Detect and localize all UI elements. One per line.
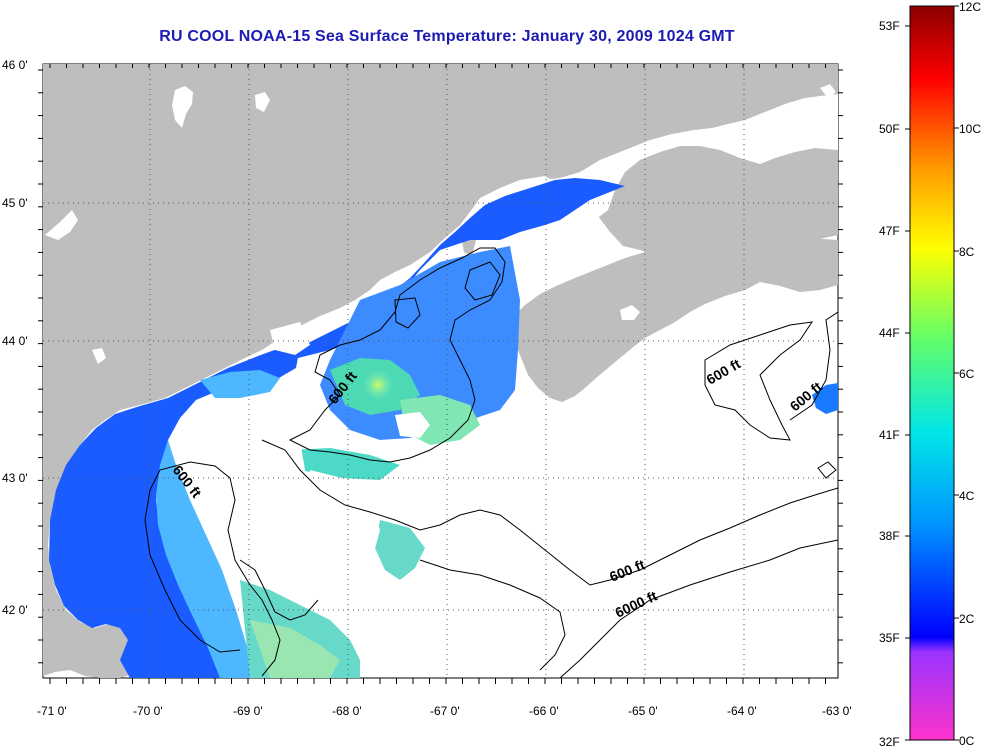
lon-tick-label: -71 0' <box>37 704 67 718</box>
colorbar-gradient <box>909 5 955 741</box>
colorbar-label-f: 32F <box>879 735 900 749</box>
colorbar-label-c: 10C <box>959 122 981 136</box>
colorbar-label-c: 2C <box>959 612 975 626</box>
lon-axis: -71 0' -70 0' -69 0' -68 0' -67 0' -66 0… <box>37 704 852 718</box>
colorbar-label-f: 50F <box>879 122 900 136</box>
map-frame <box>38 63 843 684</box>
lat-tick-label: 43 0' <box>2 471 28 485</box>
land-mainland <box>43 64 838 678</box>
bathymetry-contours <box>144 247 838 678</box>
lat-axis: 46 0' 45 0' 44 0' 43 0' 42 0' <box>2 58 28 617</box>
colorbar-label-c: 0C <box>959 734 975 748</box>
land-pei <box>655 140 770 172</box>
land-cape-breton <box>760 155 838 232</box>
colorbar-label-c: 6C <box>959 367 975 381</box>
colorbar-label-f: 47F <box>879 224 900 238</box>
lat-tick-label: 45 0' <box>2 196 28 210</box>
lon-tick-label: -69 0' <box>233 704 263 718</box>
colorbar-label-f: 41F <box>879 428 900 442</box>
colorbar-label-c: 4C <box>959 489 975 503</box>
colorbar-label-f: 38F <box>879 529 900 543</box>
colorbar-label-f: 53F <box>879 19 900 33</box>
colorbar-label-c: 12C <box>959 0 981 14</box>
lon-tick-label: -68 0' <box>332 704 362 718</box>
map-title: RU COOL NOAA-15 Sea Surface Temperature:… <box>159 28 735 45</box>
lon-tick-label: -63 0' <box>822 704 852 718</box>
colorbar: 53F 50F 47F 44F 41F 38F 35F 32F 12C 10C … <box>879 0 981 749</box>
colorbar-label-f: 44F <box>879 326 900 340</box>
lon-tick-marks <box>38 64 843 684</box>
lon-tick-label: -64 0' <box>727 704 757 718</box>
lat-tick-label: 42 0' <box>2 603 28 617</box>
land-nova-scotia <box>512 236 838 402</box>
lon-tick-label: -65 0' <box>628 704 658 718</box>
colorbar-label-f: 35F <box>879 631 900 645</box>
lat-tick-label: 46 0' <box>2 58 28 72</box>
lon-tick-label: -70 0' <box>133 704 163 718</box>
sst-field <box>49 178 838 678</box>
lat-tick-label: 44 0' <box>2 334 28 348</box>
lon-tick-label: -66 0' <box>529 704 559 718</box>
lon-tick-label: -67 0' <box>430 704 460 718</box>
colorbar-label-c: 8C <box>959 245 975 259</box>
